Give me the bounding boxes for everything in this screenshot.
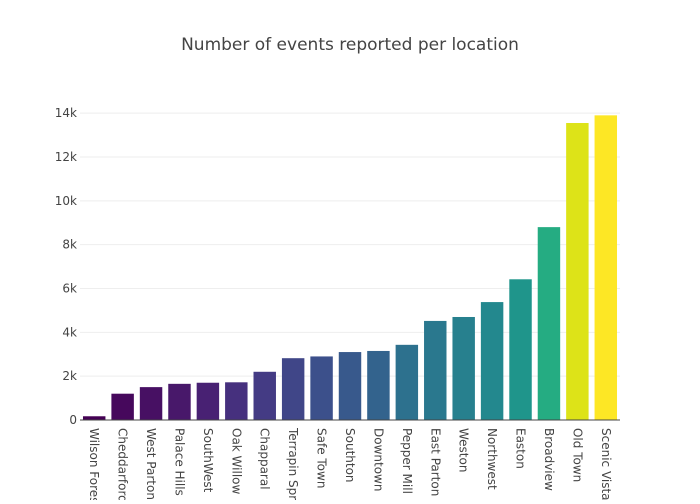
x-tick-label: Southton (343, 428, 357, 483)
bar-broadview[interactable] (537, 227, 561, 420)
bar-easton[interactable] (509, 279, 532, 420)
y-tick-label: 8k (62, 238, 77, 252)
bar-east-parton[interactable] (424, 320, 447, 420)
bar-weston[interactable] (452, 316, 475, 420)
bar-oak-willow[interactable] (225, 382, 248, 420)
x-tick-label: Old Town (570, 428, 584, 482)
x-tick-label: Downtown (371, 428, 385, 491)
y-tick-label: 4k (62, 325, 77, 339)
bar-southwest[interactable] (196, 382, 220, 420)
bar-chapparal[interactable] (253, 371, 276, 420)
y-tick-label: 14k (55, 106, 77, 120)
chart-title: Number of events reported per location (181, 35, 519, 55)
x-tick-label: Oak Willow (229, 428, 243, 495)
x-tick-label: East Parton (428, 428, 442, 496)
bar-safe-town[interactable] (310, 356, 333, 420)
bar-wilson-forest[interactable] (82, 416, 106, 420)
bar-cheddarford[interactable] (111, 393, 134, 420)
x-tick-label: Terrapin Springs (286, 427, 300, 500)
x-tick-label: Easton (514, 428, 528, 469)
bar-scenic-vista[interactable] (594, 115, 618, 420)
x-tick-label: Broadview (542, 428, 556, 491)
x-tick-label: SouthWest (201, 428, 215, 493)
y-tick-label: 2k (62, 369, 77, 383)
bar-downtown[interactable] (367, 350, 390, 420)
bars (82, 115, 618, 420)
bar-pepper-mill[interactable] (395, 344, 419, 420)
x-tick-label: Cheddarford (116, 428, 130, 500)
bar-northwest[interactable] (480, 302, 504, 420)
bar-palace-hills[interactable] (168, 383, 191, 420)
bar-southton[interactable] (338, 352, 362, 420)
x-tick-label: Weston (457, 428, 471, 472)
y-tick-label: 12k (55, 150, 77, 164)
x-tick-labels: Wilson Forest Cheddarford West Parton Palac… (87, 427, 613, 504)
bar-west-parton[interactable] (139, 387, 163, 420)
bar-terrapin-springs[interactable] (281, 358, 305, 420)
y-gridlines (80, 112, 620, 377)
y-tick-label: 0 (69, 413, 77, 427)
y-tick-label: 10k (55, 194, 77, 208)
y-tick-labels: 0 2k 4k 6k 8k 10k 12k 14k (55, 106, 77, 427)
x-tick-label: Palace Hills (172, 428, 186, 496)
x-tick-label: Wilson Forest (87, 428, 101, 500)
bar-old-town[interactable] (566, 123, 589, 420)
x-tick-label: Pepper Mill (400, 428, 414, 494)
x-tick-label: Northwest (485, 428, 499, 490)
x-tick-label: Chapparal (258, 428, 272, 490)
x-tick-label: Scenic Vista (599, 428, 613, 500)
y-tick-label: 6k (62, 281, 77, 295)
x-tick-label: Safe Town (315, 428, 329, 488)
x-tick-label: West Parton (144, 428, 158, 500)
